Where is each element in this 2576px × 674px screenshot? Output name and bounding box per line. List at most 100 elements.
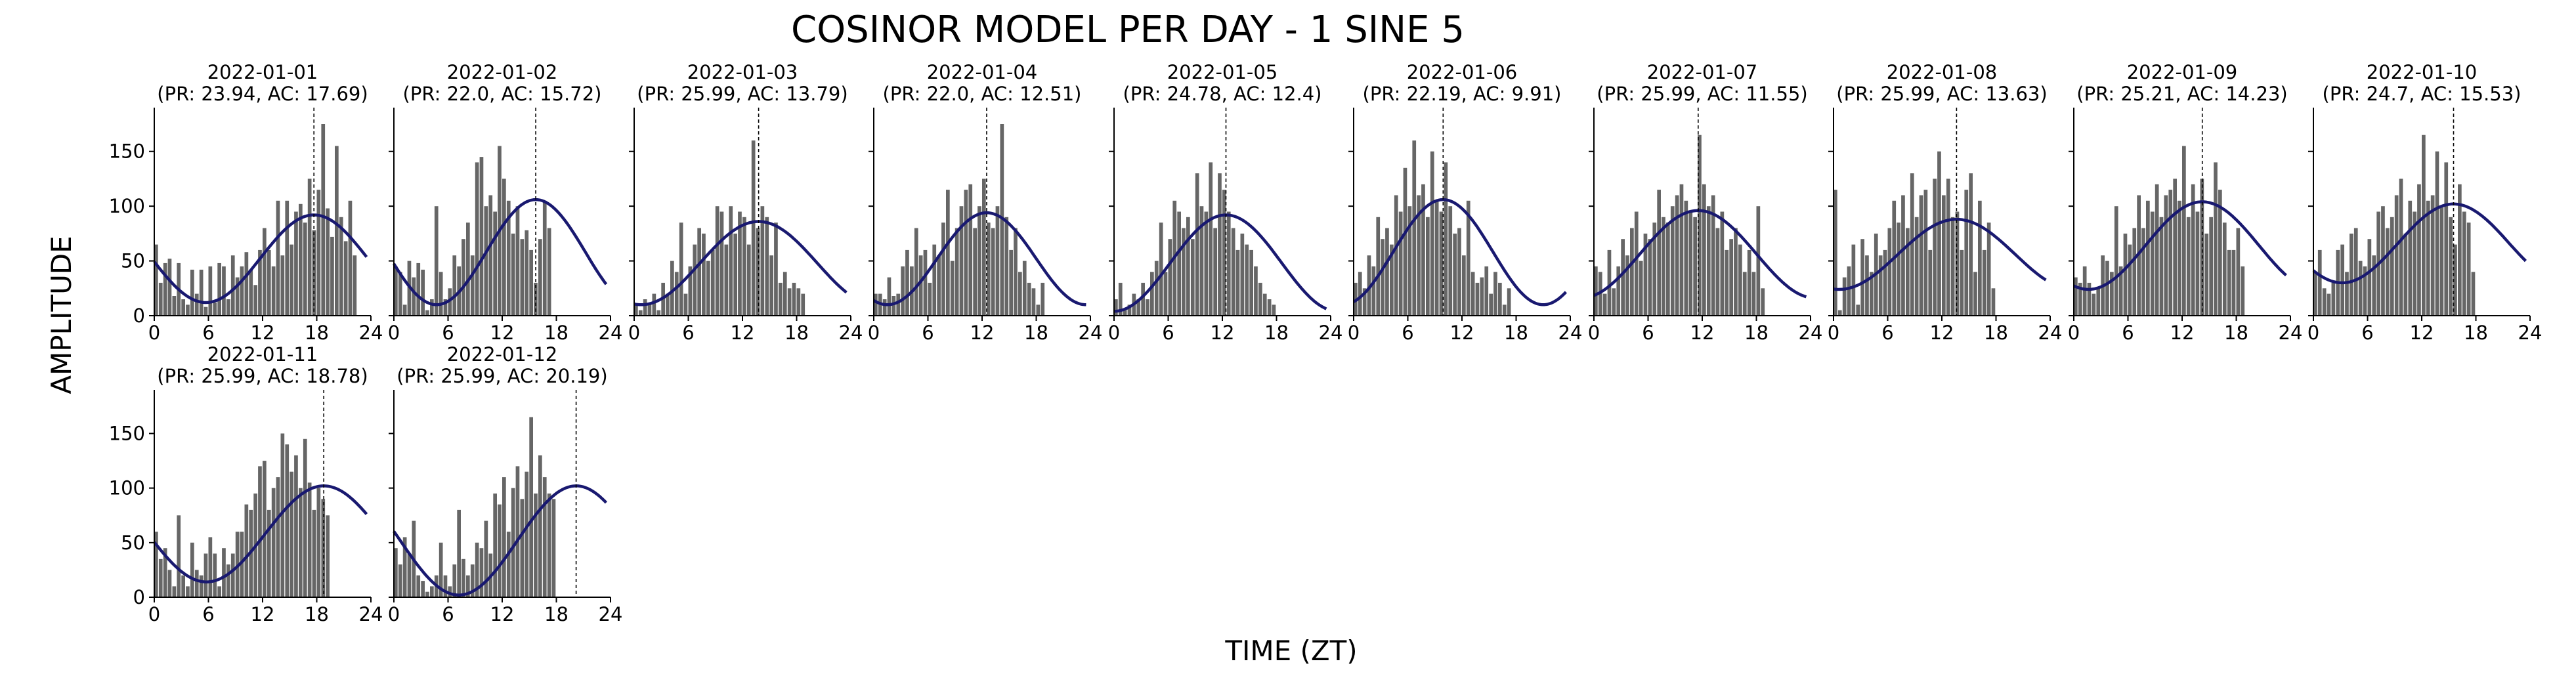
histogram-bar xyxy=(343,241,348,316)
histogram-bar xyxy=(1235,249,1240,316)
histogram-bar xyxy=(995,206,1000,316)
histogram-bar xyxy=(1928,249,1933,316)
subplot-stats-subtitle: (PR: 22.19, AC: 9.91) xyxy=(1363,83,1562,105)
x-tick-label: 6 xyxy=(1402,322,1413,344)
histogram-bar xyxy=(1643,233,1648,316)
histogram-bar xyxy=(230,553,235,597)
histogram-bar xyxy=(1177,211,1181,316)
histogram-bar xyxy=(693,244,697,316)
histogram-bar xyxy=(199,269,204,316)
histogram-bar xyxy=(1150,272,1154,316)
histogram-bar xyxy=(230,255,235,316)
histogram-bar xyxy=(715,206,719,316)
histogram-bar xyxy=(1190,239,1195,316)
x-tick-label: 6 xyxy=(442,603,454,625)
histogram-bar xyxy=(2182,146,2186,316)
histogram-bar xyxy=(1842,277,1847,316)
histogram-bar xyxy=(226,299,230,316)
histogram-bar xyxy=(2453,244,2457,316)
histogram-bar xyxy=(1403,167,1407,316)
histogram-bar xyxy=(538,239,542,316)
histogram-bar xyxy=(2082,266,2087,316)
histogram-bar xyxy=(542,477,547,597)
histogram-bar xyxy=(1986,222,1991,316)
histogram-bar xyxy=(194,293,199,316)
histogram-bar xyxy=(235,277,240,316)
histogram-bar xyxy=(2236,228,2241,316)
histogram-bar xyxy=(525,471,529,597)
x-tick-label: 24 xyxy=(2279,322,2303,344)
histogram-bar xyxy=(760,206,765,316)
histogram-bar xyxy=(2403,233,2408,316)
histogram-bar xyxy=(1870,272,1874,316)
histogram-bar xyxy=(688,266,693,316)
cosinor-fit-line xyxy=(633,220,848,306)
x-tick-label: 0 xyxy=(148,322,160,344)
histogram-bar xyxy=(452,255,457,316)
x-tick-label: 0 xyxy=(868,322,880,344)
histogram-bar xyxy=(479,548,484,597)
histogram-bar xyxy=(702,233,706,316)
histogram-bar xyxy=(950,261,955,316)
histogram-bar xyxy=(299,203,303,316)
subplot-stats-subtitle: (PR: 24.78, AC: 12.4) xyxy=(1123,83,1322,105)
histogram-bar xyxy=(307,482,312,597)
histogram-bar xyxy=(439,542,443,597)
histogram-bar xyxy=(2408,200,2413,316)
histogram-bar xyxy=(1127,305,1132,316)
histogram-bar xyxy=(217,263,221,316)
histogram-bar xyxy=(2164,195,2168,316)
histogram-bar xyxy=(2449,217,2453,316)
histogram-bar xyxy=(2394,195,2399,316)
histogram-bar xyxy=(276,200,280,316)
subplot-2022-01-08: 0 6 12 18 24 2022-01-08(PR: 25.99, AC: 13.63) xyxy=(1828,61,2063,344)
histogram-bar xyxy=(923,249,928,316)
histogram-bar xyxy=(1204,211,1209,316)
histogram-bar xyxy=(1991,288,1996,316)
histogram-bar xyxy=(1648,239,1652,316)
histogram-bar xyxy=(1209,162,1213,316)
histogram-bar xyxy=(683,293,688,316)
histogram-bar xyxy=(774,222,778,316)
histogram-bar xyxy=(891,296,896,316)
histogram-bar xyxy=(394,266,398,316)
histogram-bar xyxy=(1919,195,1923,316)
histogram-bar xyxy=(294,455,298,597)
histogram-bar xyxy=(2422,135,2426,316)
histogram-bar xyxy=(421,269,425,316)
histogram-bar xyxy=(1272,305,1276,316)
x-tick-label: 6 xyxy=(442,322,454,344)
histogram-bar xyxy=(330,236,334,316)
cosinor-fit-line xyxy=(153,213,368,305)
histogram-bar xyxy=(240,532,244,597)
histogram-bar xyxy=(2078,282,2082,316)
x-tick-label: 24 xyxy=(359,603,383,625)
figure-xlabel: TIME (ZT) xyxy=(1224,635,1357,667)
x-tick-label: 24 xyxy=(599,322,623,344)
histogram-bar xyxy=(271,266,276,316)
x-tick-label: 12 xyxy=(1211,322,1235,344)
histogram-bar xyxy=(213,553,217,597)
histogram-bar xyxy=(267,509,271,597)
histogram-bar xyxy=(222,266,226,316)
histogram-bar xyxy=(2317,249,2322,316)
histogram-bar xyxy=(968,184,973,316)
histogram-bar xyxy=(2186,217,2191,316)
histogram-bar xyxy=(1489,293,1493,316)
histogram-bar xyxy=(2399,179,2403,316)
histogram-bar xyxy=(1480,277,1484,316)
histogram-bar xyxy=(326,515,330,597)
subplot-stats-subtitle: (PR: 25.21, AC: 14.23) xyxy=(2076,83,2287,105)
histogram-bar xyxy=(643,299,647,316)
subplot-stats-subtitle: (PR: 25.99, AC: 18.78) xyxy=(157,365,368,387)
x-tick-label: 0 xyxy=(2068,322,2080,344)
histogram-bar xyxy=(2340,244,2344,316)
histogram-bar xyxy=(1222,190,1226,316)
histogram-bar xyxy=(529,249,533,316)
histogram-bar xyxy=(316,190,321,316)
cosinor-fit-line xyxy=(393,198,608,306)
histogram-bar xyxy=(1195,173,1199,316)
cosinor-fit-line xyxy=(1113,213,1327,313)
histogram-bar xyxy=(425,310,429,316)
histogram-bar xyxy=(914,228,918,316)
